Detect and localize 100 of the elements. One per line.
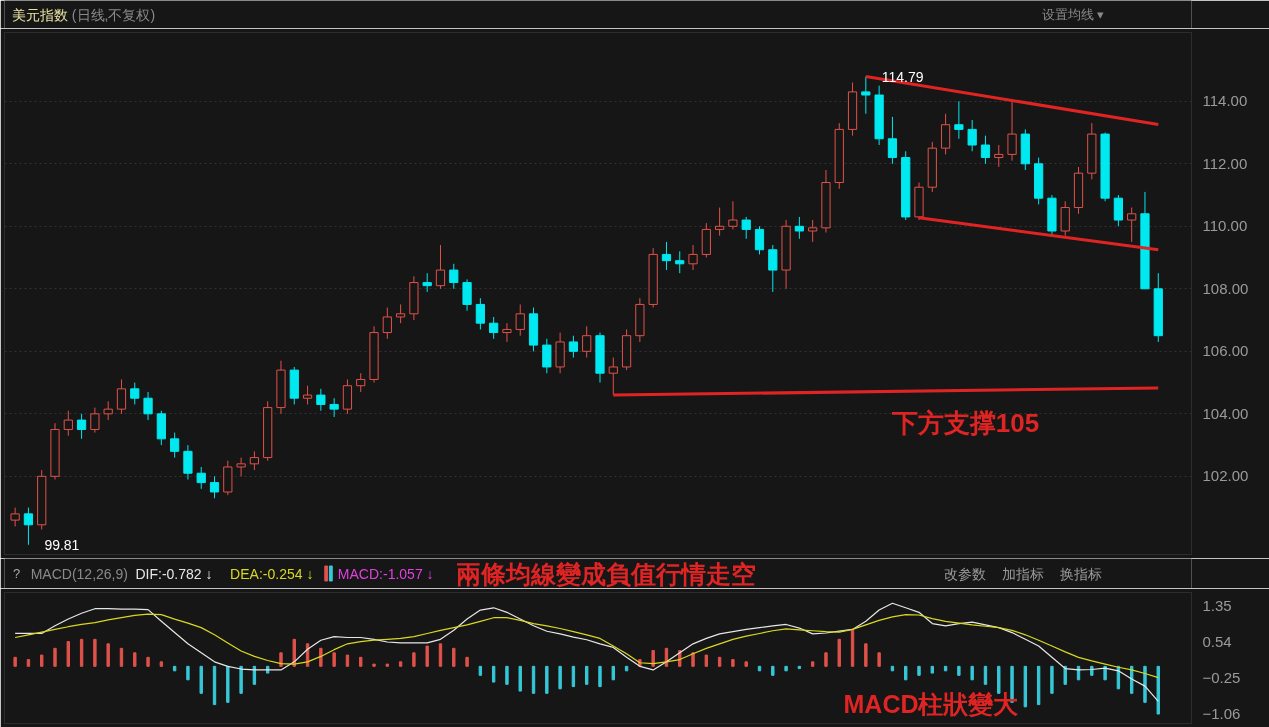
- bar: [598, 665, 602, 688]
- chart-title: 美元指数: [11, 6, 68, 23]
- y-tick-label: 104.00: [1202, 404, 1249, 422]
- bar: [837, 638, 841, 667]
- chart-subtitle: (日线,不复权): [71, 6, 156, 23]
- text: ?: [12, 566, 21, 581]
- bar: [917, 665, 921, 676]
- bar: [478, 665, 483, 676]
- candlestick: [967, 119, 977, 152]
- bar: [1063, 665, 1067, 685]
- y-tick-label: 110.00: [1202, 217, 1248, 235]
- bar: [66, 641, 70, 667]
- text: 换指标: [1059, 565, 1102, 582]
- text: 设置均线 ▾: [1041, 7, 1105, 22]
- candlestick: [1113, 194, 1124, 227]
- bar: [372, 663, 376, 667]
- bar: [438, 643, 443, 667]
- candlestick: [395, 303, 406, 324]
- bar: [970, 665, 974, 681]
- bar: [545, 665, 549, 694]
- candlestick: [130, 382, 140, 405]
- bar: [824, 652, 828, 667]
- candlestick: [754, 225, 765, 255]
- candlestick: [103, 400, 113, 421]
- bar: [119, 647, 124, 667]
- candlestick: [582, 325, 592, 359]
- bar: [465, 656, 469, 667]
- bar: [452, 647, 456, 667]
- bar: [159, 661, 164, 667]
- candlestick: [542, 338, 552, 374]
- candlestick: [954, 100, 964, 140]
- bar: [359, 656, 363, 667]
- candlestick: [302, 385, 313, 405]
- candlestick: [608, 357, 618, 396]
- y-tick-label: 114.00: [1202, 92, 1248, 110]
- bar: [226, 665, 230, 703]
- candlestick: [728, 200, 738, 230]
- candlestick: [316, 388, 326, 412]
- bar: [1156, 665, 1160, 715]
- bar: [810, 661, 815, 667]
- y-tick-label: −0.25: [1202, 668, 1241, 686]
- bar: [1103, 665, 1107, 681]
- bar: [345, 654, 350, 667]
- y-tick-label: 106.00: [1202, 342, 1249, 360]
- bar: [1050, 665, 1054, 694]
- candlestick: [675, 250, 685, 274]
- bar: [385, 663, 390, 667]
- candlestick: [342, 378, 353, 415]
- candlestick: [435, 244, 446, 290]
- candlestick: [489, 316, 499, 340]
- text: 兩條均線變成負值行情走空: [456, 559, 757, 588]
- candlestick: [1060, 200, 1070, 237]
- bar: [731, 659, 735, 667]
- candlestick: [515, 303, 525, 337]
- y-tick-label: 102.00: [1202, 467, 1249, 485]
- bar: [398, 661, 403, 667]
- candlestick: [249, 450, 260, 471]
- candlestick: [23, 507, 34, 546]
- bar: [558, 665, 562, 690]
- series-label: DIF:-0.782 ↓: [135, 565, 213, 582]
- bar: [332, 652, 336, 667]
- bar: [412, 652, 416, 667]
- bar: [997, 665, 1001, 694]
- series-label: 下方支撑105: [890, 408, 1040, 439]
- bar: [491, 665, 496, 683]
- candlestick: [236, 457, 246, 477]
- bar: [1143, 665, 1147, 703]
- y-tick-label: 112.00: [1202, 154, 1248, 172]
- bar: [585, 665, 589, 685]
- candlestick: [808, 219, 818, 243]
- candlestick: [462, 278, 472, 312]
- candlestick: [568, 335, 579, 359]
- legend-label: MACD:-1.057 ↓: [337, 565, 434, 582]
- chart-title: MACD(12,26,9): [30, 565, 128, 582]
- y-tick-label: 1.35: [1202, 596, 1232, 614]
- line-series: [14, 613, 1159, 679]
- candlestick: [63, 410, 73, 437]
- bar: [13, 656, 17, 667]
- bar: [146, 656, 150, 667]
- candlestick: [661, 241, 672, 271]
- bar: [691, 652, 695, 667]
- candlestick: [1127, 207, 1137, 243]
- bar: [319, 647, 323, 667]
- bar: [930, 665, 934, 674]
- bar: [864, 643, 868, 667]
- bar: [611, 665, 615, 681]
- candlestick: [449, 263, 459, 290]
- text: 改参数: [943, 565, 986, 582]
- bar: [186, 665, 190, 681]
- annotation: 114.79: [881, 68, 924, 85]
- candlestick: [183, 444, 193, 480]
- bar: [279, 652, 283, 667]
- candlestick: [356, 372, 366, 393]
- candlestick: [715, 207, 725, 237]
- annotation: MACD柱狀變大: [843, 689, 1020, 718]
- candlestick: [861, 76, 871, 115]
- bar: [133, 652, 137, 667]
- bar: [797, 665, 802, 670]
- candlestick: [475, 297, 485, 330]
- text: 加指标: [1001, 565, 1044, 582]
